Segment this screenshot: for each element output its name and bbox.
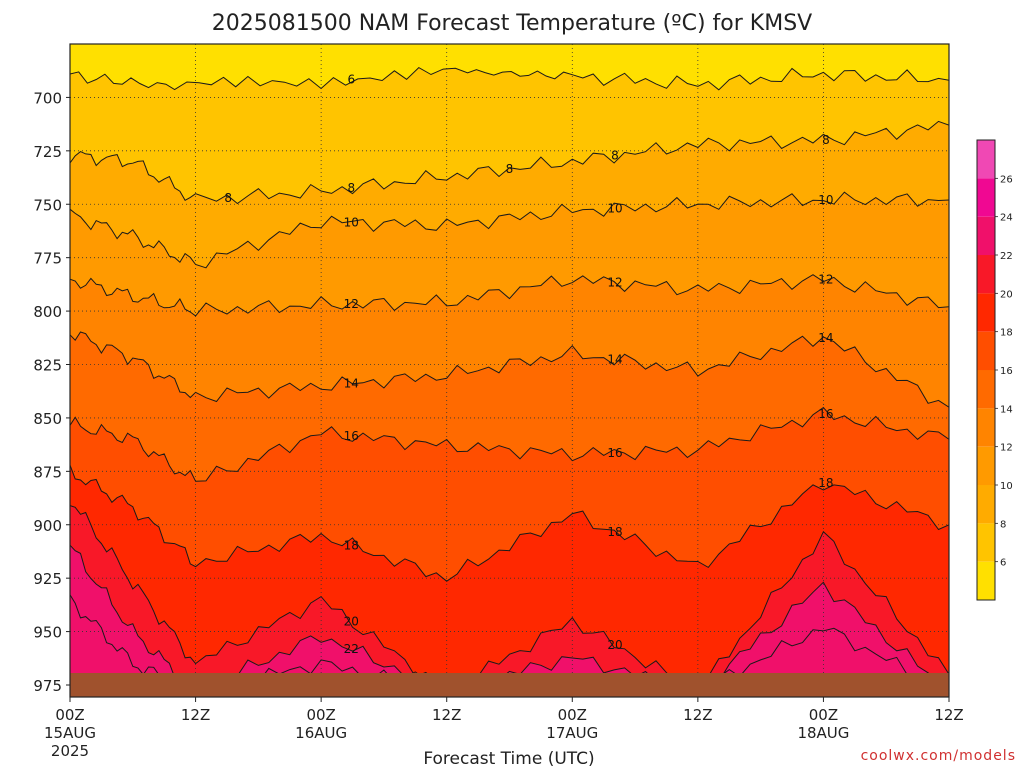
plot-frame — [69, 43, 950, 698]
contour-label: 12 — [818, 273, 833, 287]
isotherm-6 — [70, 66, 949, 91]
colorbar: 6 8 10 12 14 16 18 20 22 24 26 — [976, 139, 1013, 601]
y-tick-label: 875 — [33, 463, 62, 481]
colorbar-label: 26 — [1000, 174, 1013, 185]
colorbar-swatch — [977, 331, 995, 371]
x-tick-label: 15AUG — [44, 724, 96, 742]
x-tick-label: 16AUG — [295, 724, 347, 742]
fill-below-6 — [70, 44, 949, 90]
colorbar-swatch — [977, 216, 995, 256]
colorbar-swatch — [977, 446, 995, 486]
x-tick-label: 17AUG — [546, 724, 598, 742]
contour-label: 14 — [607, 353, 622, 367]
y-tick-label: 825 — [33, 357, 62, 375]
colorbar-swatch — [977, 293, 995, 332]
colorbar-label: 6 — [1000, 558, 1006, 569]
contour-label: 18 — [344, 539, 359, 553]
contour-label: 22 — [344, 642, 359, 656]
contour-label: 8 — [822, 133, 830, 147]
y-tick-label: 775 — [33, 250, 62, 268]
colorbar-swatch — [977, 140, 995, 179]
colorbar-swatch — [977, 178, 995, 217]
colorbar-swatch — [977, 370, 995, 409]
chart-title: 2025081500 NAM Forecast Temperature (ºC)… — [212, 11, 812, 36]
y-tick-label: 725 — [33, 143, 62, 161]
isotherm-14 — [70, 331, 949, 408]
y-tick-label: 975 — [33, 677, 62, 695]
colorbar-label: 8 — [1000, 519, 1006, 530]
terrain-band — [70, 673, 949, 697]
x-tick-label: 2025 — [51, 742, 89, 760]
colorbar-swatch — [977, 485, 995, 524]
y-tick-label: 950 — [33, 624, 62, 642]
contour-label: 10 — [344, 215, 359, 229]
contour-labels: 6 8 8 8 8 8 10 10 10 12 12 12 14 14 14 16 16 16 18 18 18 20 20… — [224, 73, 833, 657]
contour-label: 12 — [344, 297, 359, 311]
colorbar-swatch — [977, 408, 995, 447]
y-axis: 700 725 750 775 800 825 850 875 900 925 950 975 — [33, 89, 70, 695]
colorbar-swatch — [977, 561, 995, 601]
isotherm-8 — [70, 120, 949, 205]
colorbar-swatch — [977, 255, 995, 294]
x-tick-label: 12Z — [181, 706, 210, 724]
colorbar-label: 24 — [1000, 213, 1013, 224]
colorbar-label: 12 — [1000, 443, 1013, 454]
contour-label: 20 — [344, 615, 359, 629]
contour-label: 14 — [344, 376, 359, 390]
isotherm-10 — [70, 191, 949, 269]
contour-label: 10 — [818, 193, 833, 207]
x-tick-label: 12Z — [683, 706, 712, 724]
contour-label: 16 — [818, 407, 833, 421]
contour-label: 16 — [344, 429, 359, 443]
contour-label: 8 — [224, 191, 232, 205]
colorbar-label: 16 — [1000, 366, 1013, 377]
terrain — [70, 673, 949, 697]
contour-label: 18 — [818, 476, 833, 490]
colorbar-label: 18 — [1000, 328, 1013, 339]
y-tick-label: 925 — [33, 570, 62, 588]
y-tick-label: 800 — [33, 303, 62, 321]
x-tick-label: 18AUG — [797, 724, 849, 742]
contour-label: 10 — [607, 202, 622, 216]
contour-label: 8 — [506, 162, 514, 176]
x-tick-label: 00Z — [558, 706, 587, 724]
contour-label: 20 — [607, 638, 622, 652]
x-tick-label: 12Z — [432, 706, 461, 724]
contour-label: 8 — [611, 149, 619, 163]
x-axis-label: Forecast Time (UTC) — [423, 749, 594, 768]
contour-label: 18 — [607, 525, 622, 539]
y-tick-label: 750 — [33, 196, 62, 214]
y-tick-label: 900 — [33, 517, 62, 535]
colorbar-label: 14 — [1000, 404, 1013, 415]
y-tick-label: 850 — [33, 410, 62, 428]
contour-label: 14 — [818, 331, 833, 345]
colorbar-label: 22 — [1000, 251, 1013, 262]
colorbar-label: 10 — [1000, 481, 1013, 492]
x-tick-label: 12Z — [934, 706, 963, 724]
y-tick-label: 700 — [33, 89, 62, 107]
contour-label: 6 — [347, 73, 355, 87]
contour-label: 16 — [607, 446, 622, 460]
isotherm-18 — [70, 464, 949, 582]
x-tick-label: 00Z — [306, 706, 335, 724]
x-tick-label: 00Z — [809, 706, 838, 724]
temperature-fill-layer — [70, 44, 949, 697]
colorbar-swatch — [977, 523, 995, 562]
contour-label: 12 — [607, 276, 622, 290]
credit-text: coolwx.com/models — [861, 748, 1016, 764]
colorbar-label: 20 — [1000, 289, 1013, 300]
x-tick-label: 00Z — [55, 706, 84, 724]
isotherm-16 — [70, 406, 949, 482]
isotherm-12 — [70, 274, 949, 317]
contour-label: 8 — [347, 181, 355, 195]
